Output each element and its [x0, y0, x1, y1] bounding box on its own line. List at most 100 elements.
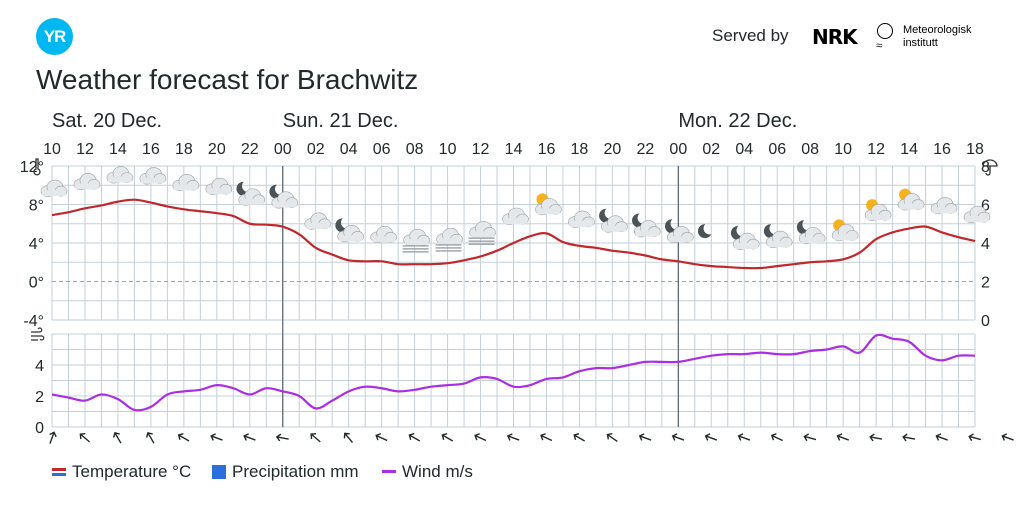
- weather-cloudy-icon: [502, 207, 529, 225]
- weather-cloudy-icon: [568, 210, 595, 228]
- day-label: Sat. 20 Dec.: [52, 110, 162, 132]
- legend-temperature: Temperature °C: [52, 462, 191, 482]
- wind-direction-arrow-icon: [737, 433, 751, 441]
- weather-cloudy-icon: [40, 179, 68, 197]
- weather-cloudy-icon: [205, 177, 233, 195]
- yr-logo[interactable]: YR: [36, 18, 73, 55]
- hour-label: 20: [603, 141, 621, 158]
- precip-axis-tick: 2: [981, 275, 990, 292]
- wind-direction-arrow-icon: [1001, 433, 1014, 441]
- hour-label: 06: [373, 141, 391, 158]
- weather-cloudy-icon: [930, 197, 958, 215]
- day-label: Sun. 21 Dec.: [283, 110, 399, 132]
- hour-label: 16: [538, 141, 556, 158]
- wind-direction-arrow-icon: [112, 431, 122, 444]
- hour-label: 08: [406, 141, 424, 158]
- wind-direction-arrow-icon: [145, 431, 155, 444]
- met-line1: Meteorologisk: [903, 24, 972, 36]
- legend-precipitation: Precipitation mm: [212, 462, 359, 482]
- met-circle-icon: [877, 23, 893, 39]
- wind-icon: [31, 327, 45, 341]
- weather-cloudy-icon: [139, 167, 167, 185]
- page-title: Weather forecast for Brachwitz: [36, 64, 419, 95]
- wind-direction-arrow-icon: [935, 433, 948, 441]
- wind-direction-arrow-icon: [704, 433, 718, 441]
- wind-direction-arrow-icon: [968, 433, 981, 442]
- weather-partlycloudy-night-icon: [730, 226, 760, 250]
- legend-temperature-label: Temperature °C: [72, 462, 192, 481]
- hour-label: 00: [669, 141, 687, 158]
- nrk-logo[interactable]: NRK: [812, 25, 858, 49]
- temperature-line: [51, 198, 976, 270]
- hour-label: 18: [966, 141, 984, 158]
- wind-direction-arrow-icon: [441, 433, 454, 442]
- wind-direction-arrow-icon: [540, 433, 553, 442]
- precip-axis-tick: 4: [981, 236, 990, 253]
- hour-label: 10: [43, 141, 61, 158]
- wind-direction-arrow-icon: [836, 433, 850, 441]
- wind-direction-arrow-icon: [310, 433, 321, 443]
- wind-swatch-icon: [382, 470, 396, 473]
- hour-label: 16: [142, 141, 160, 158]
- hour-label: 14: [900, 141, 918, 158]
- weather-fog-icon: [402, 228, 430, 253]
- hour-label: 08: [801, 141, 819, 158]
- wind-direction-arrow-icon: [275, 433, 289, 442]
- temp-axis-tick: 8°: [29, 198, 44, 215]
- hour-label: 12: [472, 141, 490, 158]
- wind-axis-tick: 0: [35, 420, 44, 437]
- temp-axis-tick: 4°: [29, 236, 44, 253]
- hour-label: 02: [702, 141, 720, 158]
- hour-label: 18: [571, 141, 589, 158]
- wind-direction-arrow-icon: [671, 433, 685, 441]
- hour-label: 22: [636, 141, 654, 158]
- temp-axis-tick: -4°: [23, 313, 44, 330]
- weather-fog-icon: [468, 221, 496, 245]
- weather-partlycloudy-night-icon: [632, 213, 661, 238]
- hour-label: 12: [76, 141, 94, 158]
- legend-precipitation-label: Precipitation mm: [232, 462, 359, 481]
- wind-direction-arrow-icon: [506, 433, 520, 441]
- hour-label: 20: [208, 141, 226, 158]
- weather-partlycloudy-night-icon: [665, 219, 694, 244]
- temperature-swatch-icon: [52, 468, 66, 476]
- wind-direction-arrow-icon: [177, 433, 190, 442]
- day-label: Mon. 22 Dec.: [678, 110, 797, 132]
- legend-wind: Wind m/s: [382, 462, 473, 482]
- weather-fog-icon: [435, 227, 463, 252]
- hour-label: 14: [109, 141, 127, 158]
- hour-label: 10: [439, 141, 457, 158]
- hour-label: 10: [834, 141, 852, 158]
- hour-label: 22: [241, 141, 259, 158]
- met-logo[interactable]: Meteorologisk institutt: [903, 24, 971, 50]
- weather-partlycloudy-day-icon: [897, 188, 925, 211]
- hour-label: 12: [867, 141, 885, 158]
- wind-direction-arrow-icon: [49, 431, 57, 444]
- precip-axis-tick: 8: [981, 159, 990, 176]
- wind-direction-arrow-icon: [869, 433, 883, 442]
- precip-axis-tick: 0: [981, 313, 990, 330]
- wind-axis-tick: 2: [35, 389, 44, 406]
- weather-cloudy-icon: [370, 225, 397, 244]
- hour-label: 00: [274, 141, 292, 158]
- wind-direction-arrow-icon: [343, 432, 354, 444]
- met-wave-icon: ≈: [876, 40, 883, 52]
- wind-direction-arrow-icon: [243, 433, 256, 441]
- hour-label: 02: [307, 141, 325, 158]
- wind-direction-arrow-icon: [375, 433, 388, 442]
- hour-label: 04: [735, 141, 753, 158]
- wind-direction-arrow-icon: [606, 433, 618, 443]
- weather-cloudy-icon: [73, 173, 101, 191]
- wind-direction-arrow-icon: [474, 433, 487, 442]
- umbrella-icon: [982, 159, 998, 176]
- weather-partlycloudy-night-icon: [763, 224, 793, 248]
- temp-axis-tick: 0°: [29, 275, 44, 292]
- served-by-label: Served by: [712, 26, 789, 45]
- weather-partlycloudy-night-icon: [335, 218, 364, 243]
- legend-wind-label: Wind m/s: [402, 462, 473, 481]
- hour-label: 14: [505, 141, 523, 158]
- wind-direction-arrow-icon: [210, 433, 223, 441]
- wind-direction-arrow-icon: [573, 433, 585, 442]
- precip-axis-tick: 6: [981, 198, 990, 215]
- hour-label: 16: [933, 141, 951, 158]
